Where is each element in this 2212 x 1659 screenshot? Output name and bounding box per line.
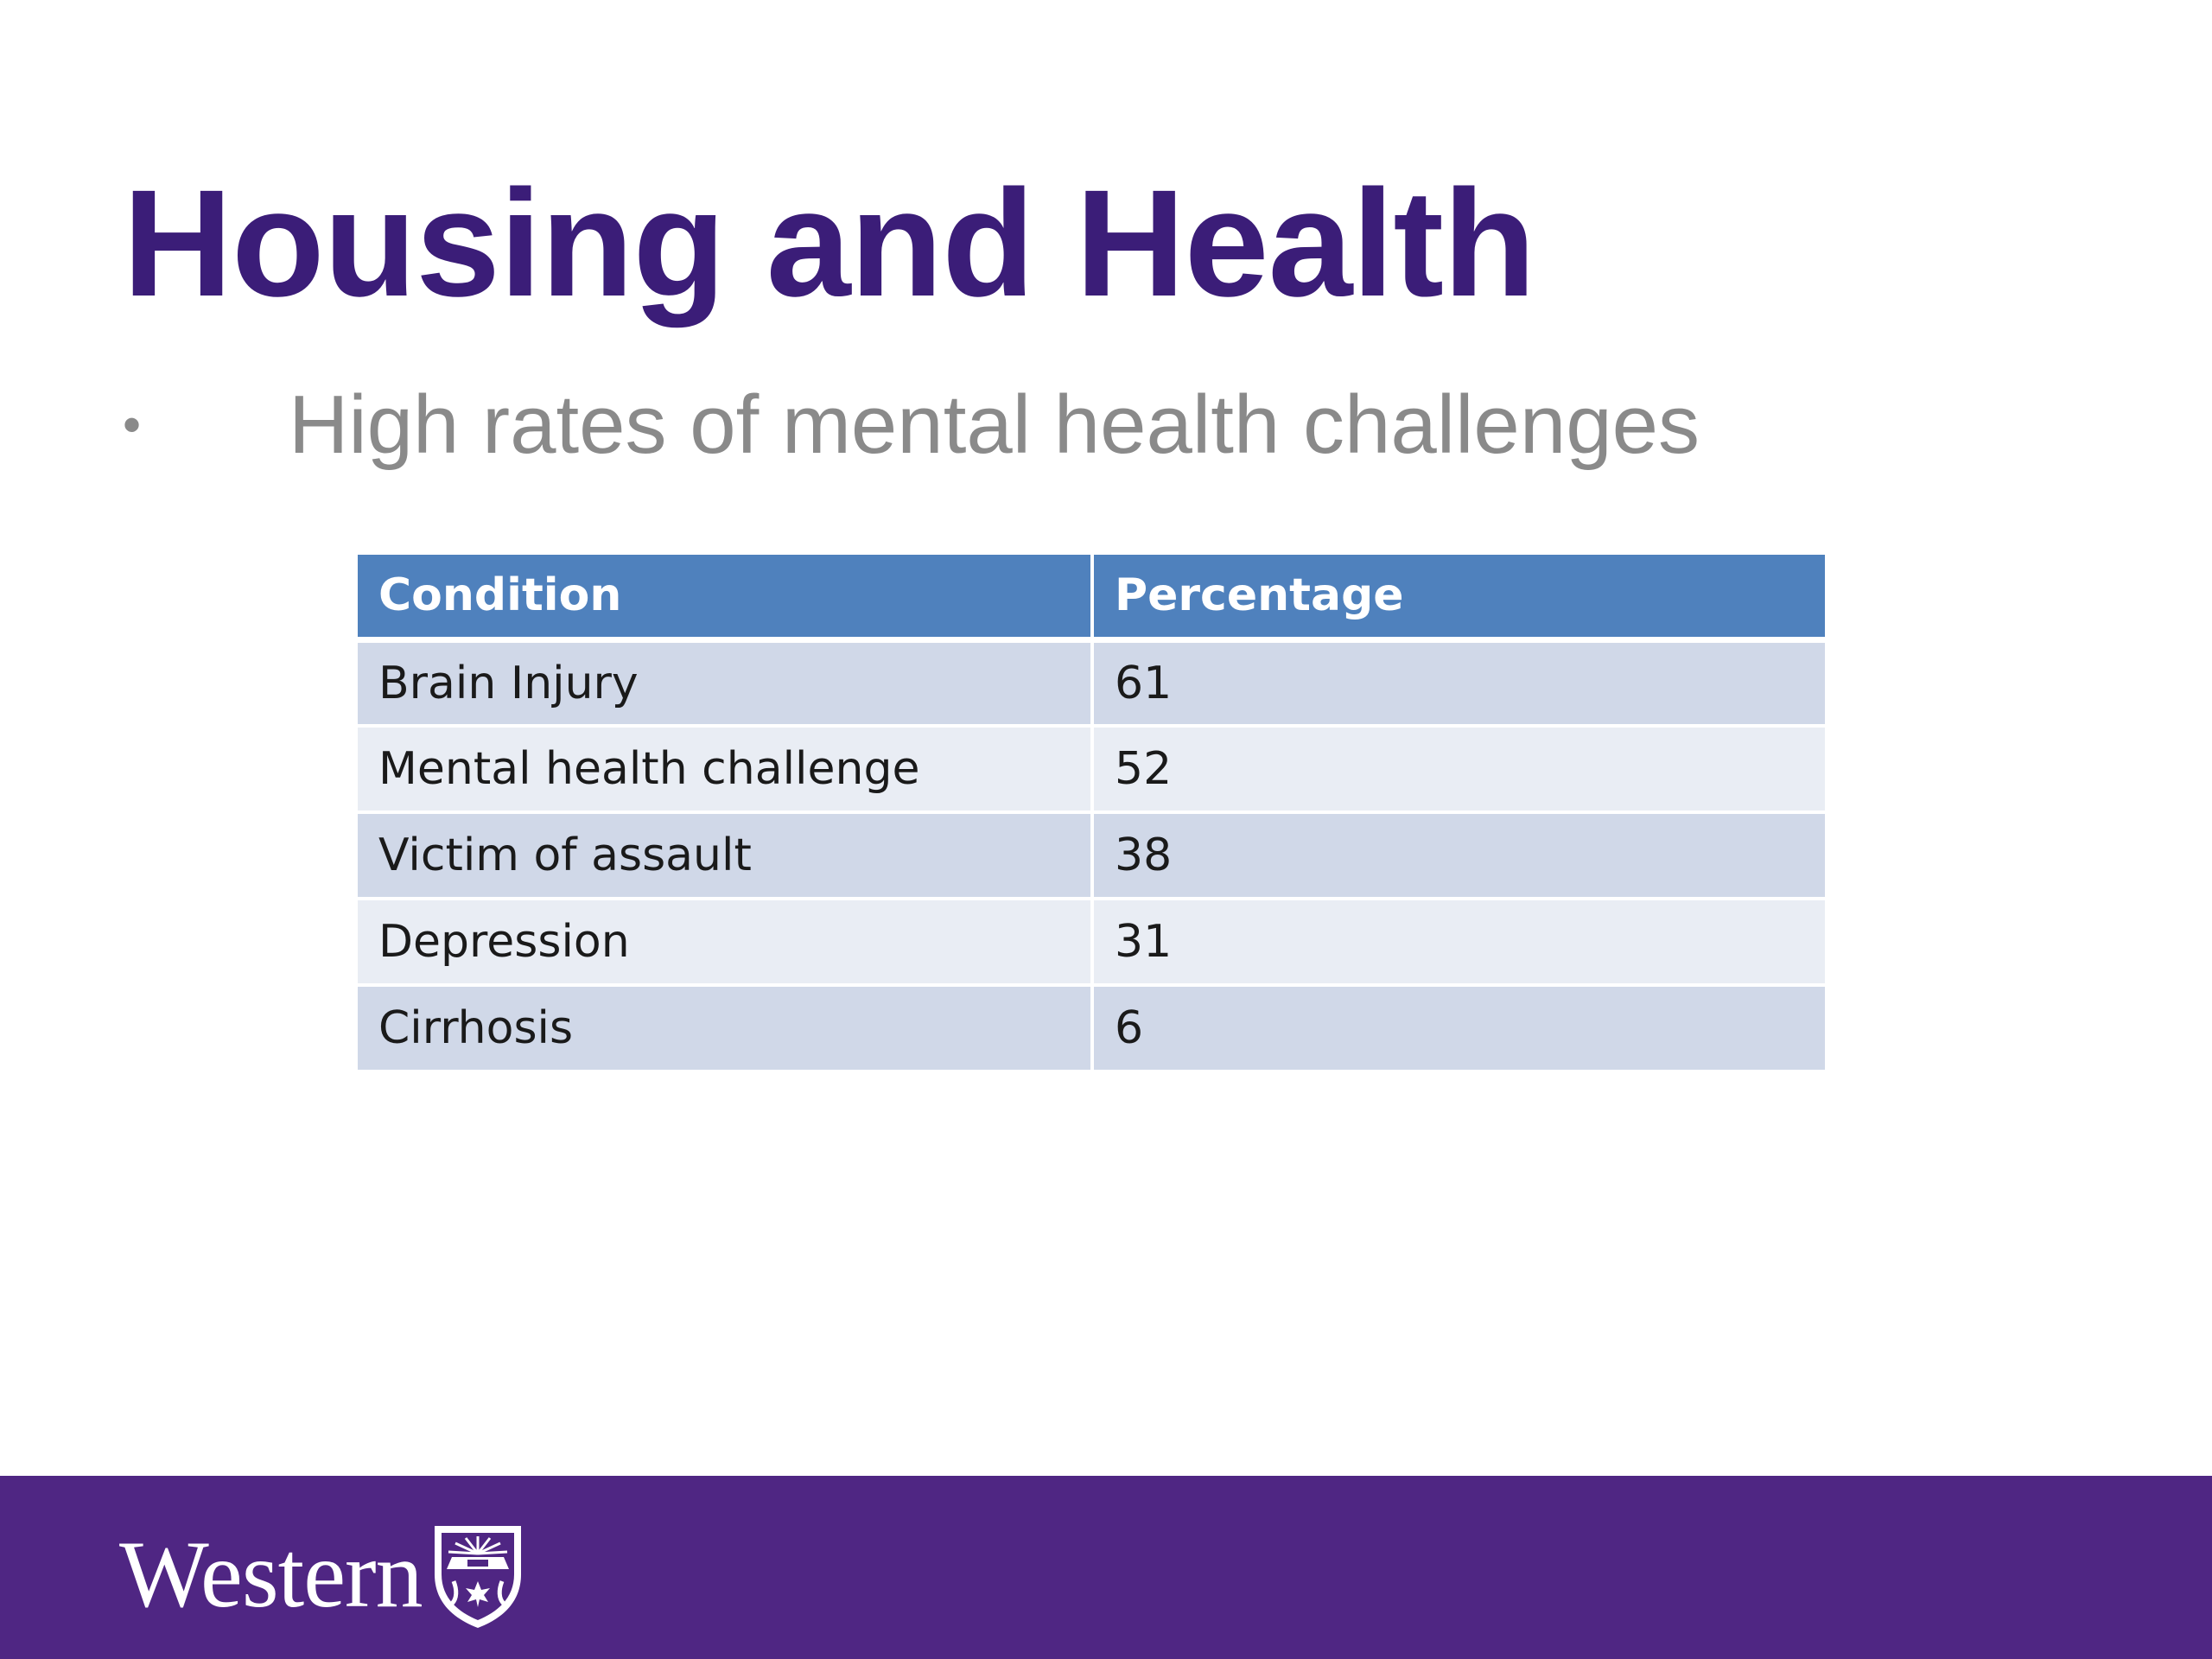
cell-condition: Victim of assault — [354, 810, 1094, 900]
bullet-text: High rates of mental health challenges — [289, 378, 1700, 471]
cell-condition: Depression — [354, 897, 1094, 987]
header-condition: Condition — [354, 551, 1094, 643]
university-crest-icon — [434, 1526, 521, 1628]
header-percentage: Percentage — [1090, 551, 1828, 643]
table-row: Victim of assault 38 — [354, 810, 1828, 900]
western-logo: Western — [119, 1514, 524, 1635]
cell-condition: Brain Injury — [354, 638, 1094, 728]
bullet-dot-icon: • — [123, 396, 142, 454]
slide-title: Housing and Health — [123, 159, 1535, 328]
table-row: Brain Injury 61 — [354, 638, 1828, 728]
logo-wordmark: Western — [119, 1522, 423, 1627]
cell-percentage: 31 — [1090, 897, 1828, 987]
cell-percentage: 6 — [1090, 983, 1828, 1073]
cell-percentage: 38 — [1090, 810, 1828, 900]
cell-condition: Mental health challenge — [354, 724, 1094, 814]
cell-percentage: 52 — [1090, 724, 1828, 814]
table-row: Cirrhosis 6 — [354, 983, 1828, 1073]
cell-condition: Cirrhosis — [354, 983, 1094, 1073]
cell-percentage: 61 — [1090, 638, 1828, 728]
table-header-row: Condition Percentage — [354, 551, 1828, 643]
footer-bar — [0, 1476, 2212, 1659]
conditions-table: Condition Percentage Brain Injury 61 Men… — [354, 551, 1828, 1073]
table-row: Mental health challenge 52 — [354, 724, 1828, 814]
table-row: Depression 31 — [354, 897, 1828, 987]
